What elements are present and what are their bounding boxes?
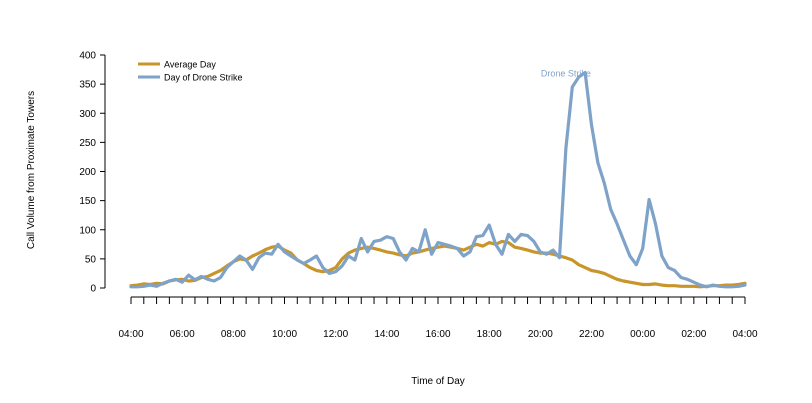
x-tick-label: 00:00 xyxy=(630,329,655,340)
x-tick-label: 12:00 xyxy=(323,329,348,340)
y-axis-title: Call Volume from Proximate Towers xyxy=(26,91,37,249)
y-tick-label: 50 xyxy=(85,254,97,265)
x-tick-label: 22:00 xyxy=(579,329,604,340)
y-tick-label: 150 xyxy=(79,196,96,207)
drone-strike-annotation: Drone Strike xyxy=(541,69,591,79)
y-tick-label: 350 xyxy=(79,80,96,91)
x-tick-label: 06:00 xyxy=(170,329,195,340)
x-tick-label: 08:00 xyxy=(221,329,246,340)
y-axis: 0 50 100 150 200 250 300 350 400 xyxy=(79,51,106,295)
y-tick-label: 250 xyxy=(79,138,96,149)
legend-label-average-day: Average Day xyxy=(164,60,216,70)
legend: Average Day Day of Drone Strike xyxy=(138,60,243,83)
y-tick-label: 300 xyxy=(79,109,96,120)
series-line-average-day xyxy=(129,239,747,289)
x-tick-label: 16:00 xyxy=(425,329,450,340)
y-tick-label: 200 xyxy=(79,167,96,178)
x-tick-label: 10:00 xyxy=(272,329,297,340)
x-axis-title: Time of Day xyxy=(411,376,465,387)
series-layer xyxy=(129,70,747,289)
x-tick-label: 18:00 xyxy=(477,329,502,340)
x-tick-label: 04:00 xyxy=(118,329,143,340)
x-tick-label: 14:00 xyxy=(374,329,399,340)
legend-label-day-of-drone-strike: Day of Drone Strike xyxy=(164,73,243,83)
x-tick-label: 20:00 xyxy=(528,329,553,340)
y-tick-label: 0 xyxy=(90,284,96,295)
y-tick-label: 400 xyxy=(79,51,96,62)
x-tick-label: 04:00 xyxy=(732,329,757,340)
x-tick-label: 02:00 xyxy=(681,329,706,340)
x-axis: 04:00 06:00 08:00 10:00 12:00 14:00 16:00 18:00… xyxy=(118,296,758,340)
y-tick-label: 100 xyxy=(79,225,96,236)
series-line-day-of-drone-strike xyxy=(129,70,747,289)
